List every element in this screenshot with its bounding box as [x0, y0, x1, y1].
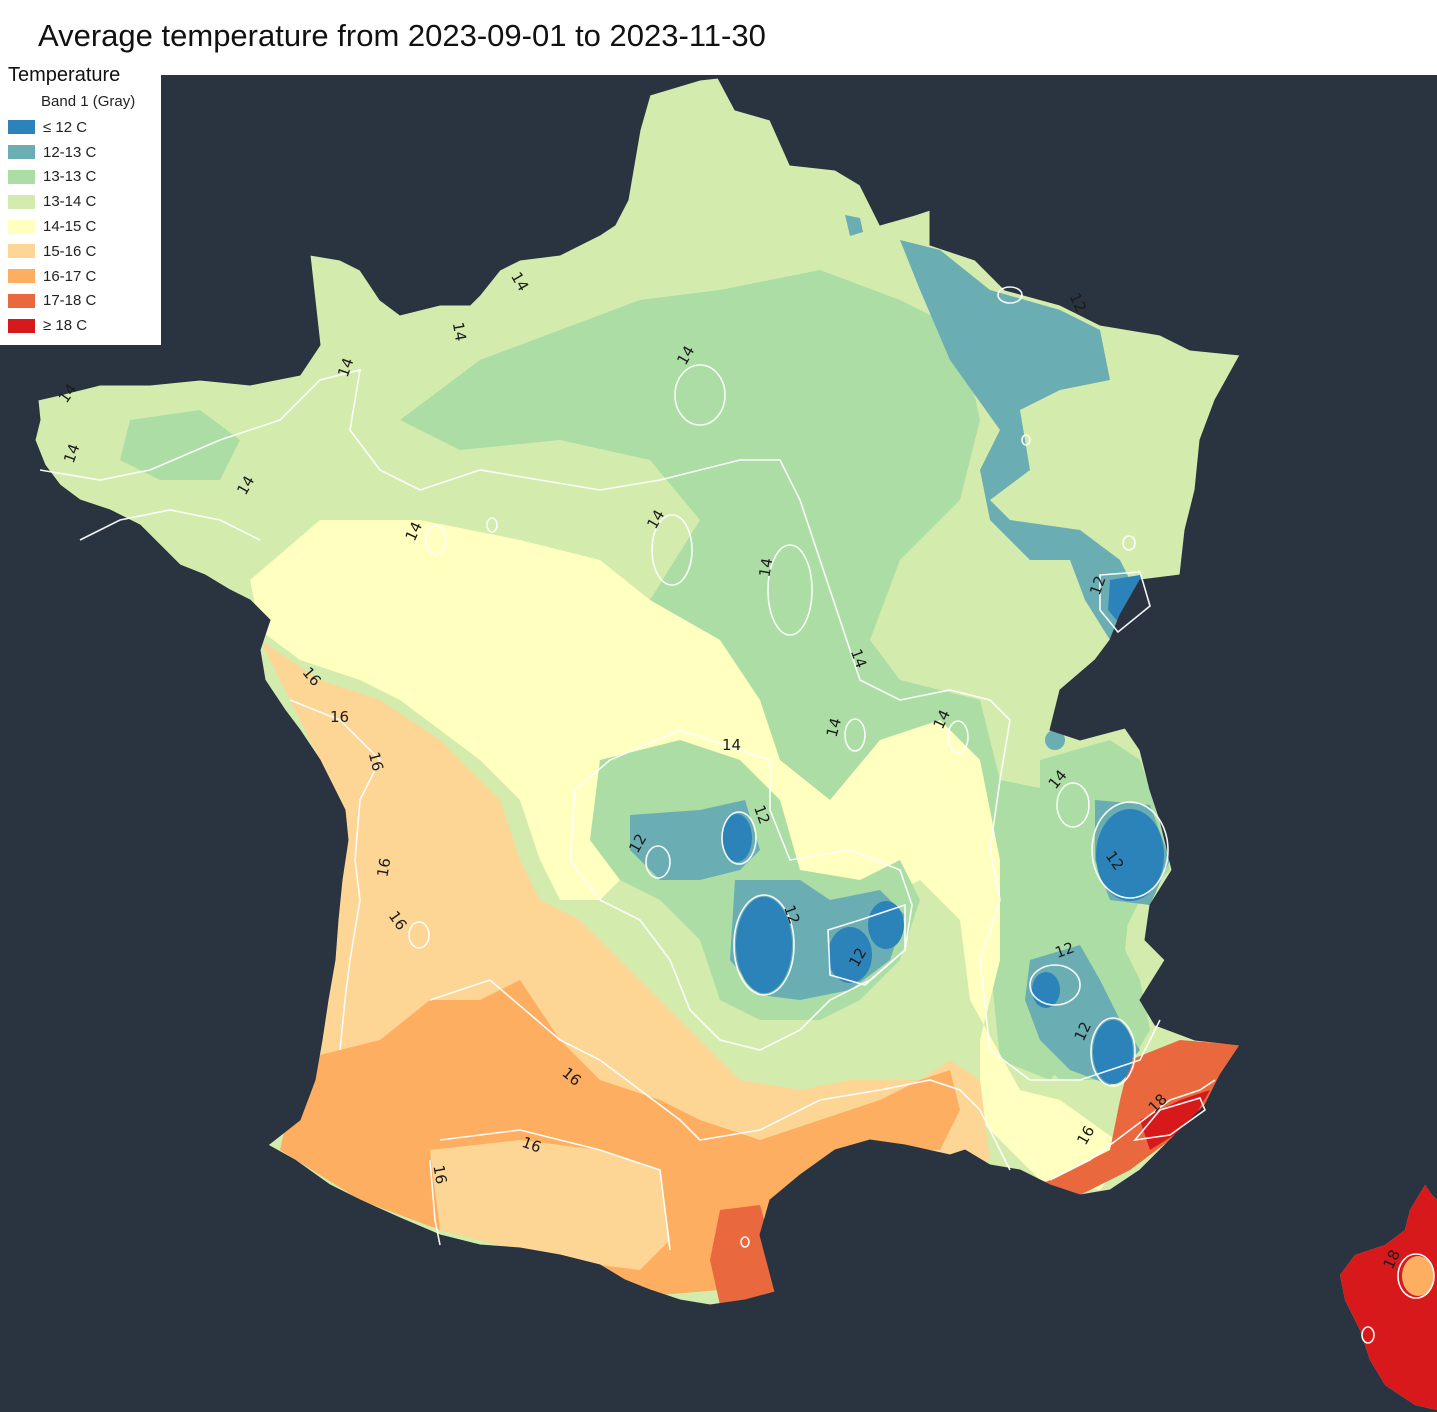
legend-swatch [8, 169, 35, 184]
legend-item: ≥ 18 C [8, 313, 161, 338]
legend-label: 17-18 C [43, 292, 97, 310]
contour-label: 14 [722, 736, 741, 754]
legend-item: 12-13 C [8, 140, 161, 165]
legend-subtitle: Band 1 (Gray) [41, 93, 136, 110]
legend-label: ≤ 12 C [43, 118, 88, 136]
legend-swatch [8, 194, 35, 209]
legend-item: 13-14 C [8, 189, 161, 214]
legend-label: 12-13 C [43, 143, 97, 161]
contour-label: 14 [755, 556, 776, 578]
legend-item: 15-16 C [8, 239, 161, 264]
legend-item: 16-17 C [8, 264, 161, 289]
legend-label: 16-17 C [43, 267, 97, 285]
temperature-map: 14 14 14 14 14 14 14 14 14 14 14 14 14 1… [34, 77, 1437, 1410]
contour-label: 14 [60, 441, 83, 465]
legend-swatch [8, 145, 35, 160]
legend-label: 15-16 C [43, 242, 97, 260]
contour-label: 16 [373, 856, 394, 878]
legend-swatch [8, 244, 35, 259]
legend-label: 14-15 C [43, 218, 97, 236]
contour-label: 12 [750, 803, 773, 827]
contour-label: 14 [449, 321, 470, 343]
contour-label: 12 [780, 903, 803, 927]
contour-label: 14 [823, 716, 845, 739]
contour-label: 14 [334, 355, 357, 379]
legend-label: 13-14 C [43, 193, 97, 211]
map-canvas[interactable]: 14 14 14 14 14 14 14 14 14 14 14 14 14 1… [0, 75, 1437, 1412]
contour-label: 16 [365, 750, 387, 773]
legend-label: 13-13 C [43, 168, 97, 186]
legend-item: ≤ 12 C [8, 115, 161, 140]
legend-label: ≥ 18 C [43, 317, 88, 335]
legend-item: 14-15 C [8, 214, 161, 239]
contour-label: 12 [1086, 573, 1109, 597]
legend-title: Temperature [8, 64, 121, 86]
legend-item: 17-18 C [8, 289, 161, 314]
contour-label: 16 [330, 708, 349, 726]
contour-label: 12 [1053, 938, 1077, 961]
map-legend: Temperature Band 1 (Gray) ≤ 12 C 12-13 C 1… [0, 62, 161, 345]
contour-label: 16 [520, 1133, 544, 1156]
map-title: Average temperature from 2023-09-01 to 2… [38, 18, 766, 53]
legend-swatch [8, 318, 35, 333]
contour-label: 14 [847, 646, 870, 670]
legend-item: 13-13 C [8, 165, 161, 190]
legend-swatch [8, 219, 35, 234]
legend-swatch [8, 293, 35, 308]
legend-swatch [8, 269, 35, 284]
contour-label: 16 [429, 1164, 450, 1186]
legend-swatch [8, 120, 35, 135]
